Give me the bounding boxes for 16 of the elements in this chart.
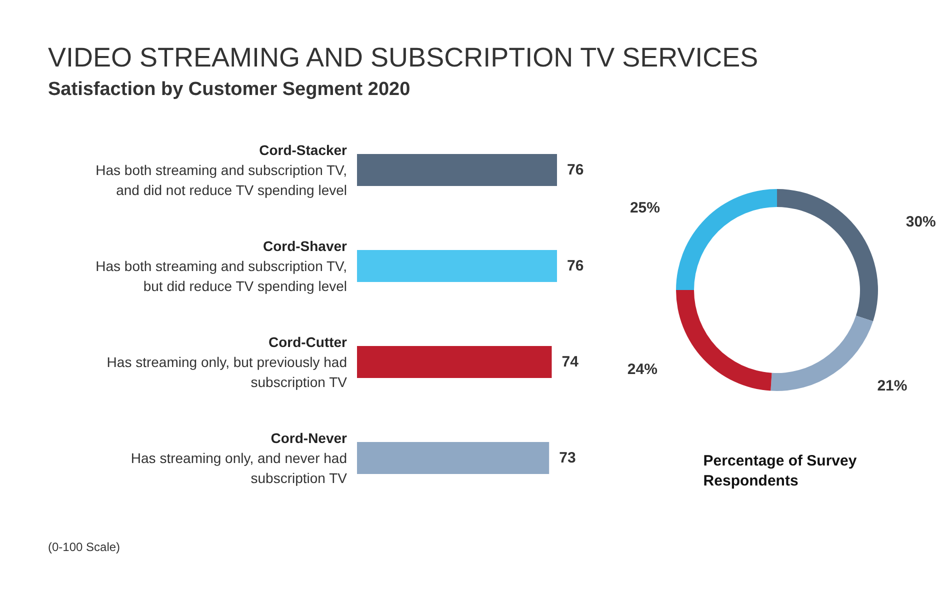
y-tick-label: Cord-Shaver Has both streaming and subscription TV, but did reduce TV spending level (96, 238, 348, 294)
data-label: 76 (567, 162, 584, 178)
data-label: 21% (877, 377, 908, 394)
y-tick-label: Cord-Cutter Has streaming only, but previously had subscription TV (106, 334, 348, 390)
chart-title: VIDEO STREAMING AND SUBSCRIPTION TV SERVICES (48, 42, 758, 72)
text: Percentage of Survey Respondents (703, 452, 858, 490)
y-tick-label: Cord-Stacker Has both streaming and subscription TV, and did not reduce TV spending level (96, 142, 348, 198)
text: (0-100 Scale) (48, 540, 120, 554)
data-label: 76 (567, 258, 584, 274)
data-label: 30% (906, 213, 936, 230)
chart-subtitle: Satisfaction by Customer Segment 2020 (48, 79, 410, 100)
data-label: 24% (627, 360, 658, 378)
data-label: 73 (559, 450, 576, 466)
y-tick-label: Cord-Never Has streaming only, and never had subscription TV (130, 430, 348, 486)
data-label: 25% (630, 199, 660, 216)
data-label: 74 (562, 354, 580, 370)
